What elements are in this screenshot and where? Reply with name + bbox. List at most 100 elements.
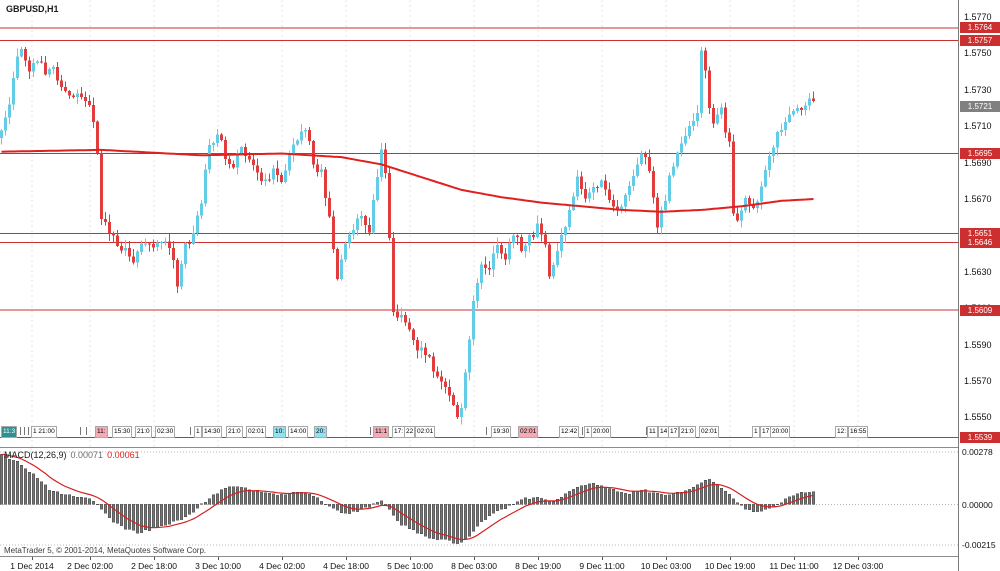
- time-axis-label: 8 Dec 19:00: [515, 561, 561, 571]
- time-axis-label: 1 Dec 2014: [10, 561, 54, 571]
- time-axis-label: 10 Dec 03:00: [640, 561, 692, 571]
- event-tick-marker[interactable]: [20, 427, 21, 435]
- price-axis-label: 1.5710: [964, 121, 992, 131]
- time-axis-tick: [602, 557, 603, 560]
- time-axis-label: 11 Dec 11:00: [769, 561, 819, 571]
- macd-name: MACD(12,26,9): [4, 450, 67, 460]
- price-axis-label: 1.5630: [964, 267, 992, 277]
- symbol-timeframe-label: GBPUSD,H1: [6, 4, 59, 14]
- event-time-marker[interactable]: 21:0: [679, 426, 696, 438]
- price-axis-label: 1.5670: [964, 194, 992, 204]
- time-axis-label: 5 Dec 10:00: [387, 561, 433, 571]
- event-time-marker[interactable]: 1: [752, 426, 760, 438]
- time-axis-tick: [32, 557, 33, 560]
- level-price-badge: 1.5609: [960, 305, 1000, 316]
- time-axis-tick: [538, 557, 539, 560]
- time-axis-label: 4 Dec 18:00: [323, 561, 369, 571]
- event-tick-marker[interactable]: [370, 427, 371, 435]
- time-axis-separator: [0, 556, 958, 557]
- event-time-marker[interactable]: 11:: [95, 426, 108, 438]
- price-axis[interactable]: 1.5770 1.5750 1.5730 1.5710 1.5690 1.5670 1.56…: [958, 0, 1000, 571]
- time-axis-tick: [858, 557, 859, 560]
- event-time-marker[interactable]: 1 21:00: [31, 426, 57, 438]
- event-tick-marker[interactable]: [646, 427, 647, 435]
- event-time-marker[interactable]: 15:30: [112, 426, 133, 438]
- macd-main-value: 0.00071: [70, 450, 104, 460]
- time-axis-label: 2 Dec 18:00: [131, 561, 177, 571]
- event-time-marker[interactable]: 12:42: [559, 426, 580, 438]
- time-axis-label: 2 Dec 02:00: [67, 561, 113, 571]
- event-time-marker[interactable]: 22: [404, 426, 416, 438]
- event-tick-marker[interactable]: [80, 427, 81, 435]
- event-tick-marker[interactable]: [28, 427, 29, 435]
- event-time-marker[interactable]: 02:30: [155, 426, 176, 438]
- price-axis-label: 1.5770: [964, 12, 992, 22]
- time-axis-tick: [410, 557, 411, 560]
- event-time-marker[interactable]: 11: [647, 426, 658, 438]
- event-time-marker[interactable]: 02:01: [415, 426, 436, 438]
- level-price-badge: 1.5651: [960, 228, 1000, 239]
- time-axis-label: 3 Dec 10:00: [195, 561, 241, 571]
- event-tick-marker[interactable]: [86, 427, 87, 435]
- event-time-marker[interactable]: 12:: [835, 426, 849, 438]
- price-axis-label: 1.5550: [964, 412, 992, 422]
- time-axis-tick: [730, 557, 731, 560]
- time-axis-label: 12 Dec 03:00: [832, 561, 884, 571]
- time-axis-label: 8 Dec 03:00: [451, 561, 497, 571]
- price-chart-canvas[interactable]: [0, 0, 958, 447]
- event-time-marker[interactable]: 11:1: [373, 426, 390, 438]
- macd-signal-value: 0.00061: [107, 450, 140, 460]
- event-tick-marker[interactable]: [486, 427, 487, 435]
- event-time-marker[interactable]: 19:30: [491, 426, 512, 438]
- price-axis-label: 1.5590: [964, 340, 992, 350]
- macd-indicator-label: MACD(12,26,9) 0.00071 0.00061: [4, 450, 140, 460]
- macd-axis-label: -0.00215: [962, 540, 996, 550]
- event-marker-strip: 11:3 1 21:00 11: 15:30 21:0 02:30 1 14:30 21:0 02…: [0, 426, 958, 438]
- event-tick-marker[interactable]: [582, 427, 583, 435]
- event-time-marker[interactable]: 21:0: [135, 426, 152, 438]
- time-axis-tick: [90, 557, 91, 560]
- event-time-marker[interactable]: 02:01: [518, 426, 539, 438]
- event-time-marker[interactable]: 20:00: [591, 426, 612, 438]
- level-price-badge: 1.5757: [960, 35, 1000, 46]
- event-time-marker[interactable]: 20:: [314, 426, 328, 438]
- event-time-marker[interactable]: 17:: [392, 426, 406, 438]
- event-time-marker[interactable]: 14:00: [288, 426, 309, 438]
- time-axis-label: 10 Dec 19:00: [704, 561, 756, 571]
- time-axis-tick: [282, 557, 283, 560]
- time-axis-tick: [666, 557, 667, 560]
- event-time-marker[interactable]: 02:01: [246, 426, 267, 438]
- event-tick-marker[interactable]: [190, 427, 191, 435]
- event-tick-marker[interactable]: [24, 427, 25, 435]
- copyright-text: MetaTrader 5, © 2001-2014, MetaQuotes So…: [4, 546, 207, 555]
- macd-axis-label: 0.00278: [962, 447, 993, 457]
- price-axis-label: 1.5730: [964, 85, 992, 95]
- level-price-badge: 1.5695: [960, 148, 1000, 159]
- event-time-marker[interactable]: 16:55: [848, 426, 869, 438]
- time-axis-label: 9 Dec 11:00: [579, 561, 625, 571]
- price-axis-label: 1.5750: [964, 48, 992, 58]
- event-time-marker[interactable]: 17: [668, 426, 680, 438]
- time-axis[interactable]: 1 Dec 2014 2 Dec 02:00 2 Dec 18:00 3 Dec 10…: [0, 557, 958, 571]
- event-time-marker[interactable]: 11:3: [1, 426, 18, 438]
- level-price-badge: 1.5646: [960, 237, 1000, 248]
- event-time-marker[interactable]: 02:01: [699, 426, 720, 438]
- event-time-marker[interactable]: 14:30: [202, 426, 223, 438]
- event-time-marker[interactable]: 20:00: [770, 426, 791, 438]
- time-axis-tick: [346, 557, 347, 560]
- event-time-marker[interactable]: 21:0: [226, 426, 243, 438]
- time-axis-tick: [154, 557, 155, 560]
- subwindow-splitter[interactable]: [0, 447, 958, 448]
- price-axis-label: 1.5570: [964, 376, 992, 386]
- time-axis-tick: [794, 557, 795, 560]
- event-time-marker[interactable]: 1: [194, 426, 202, 438]
- level-price-badge: 1.5764: [960, 22, 1000, 33]
- time-axis-tick: [474, 557, 475, 560]
- time-axis-tick: [218, 557, 219, 560]
- event-time-marker[interactable]: 10:: [273, 426, 287, 438]
- current-price-badge: 1.5721: [960, 101, 1000, 112]
- macd-axis-label: 0.00000: [962, 500, 993, 510]
- time-axis-label: 4 Dec 02:00: [259, 561, 305, 571]
- macd-indicator-canvas[interactable]: [0, 448, 958, 556]
